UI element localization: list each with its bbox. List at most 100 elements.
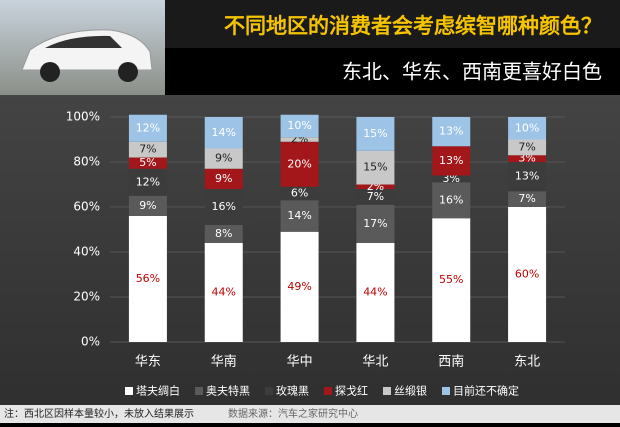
legend-label: 塔夫绸白 xyxy=(136,384,180,398)
x-tick-label: 华南 xyxy=(211,354,237,370)
bar-segment xyxy=(128,168,167,196)
source: 数据来源：汽车之家研究中心 xyxy=(228,407,358,420)
bar-segment xyxy=(356,184,395,189)
data-label: 55% xyxy=(439,273,463,286)
y-tick-label: 40% xyxy=(73,245,100,259)
legend-label: 玫瑰黑 xyxy=(276,384,309,398)
x-tick-label: 华中 xyxy=(287,355,313,370)
data-label: 17% xyxy=(363,217,387,230)
data-label: 10% xyxy=(287,119,311,132)
legend-swatch xyxy=(195,387,203,395)
data-label: 16% xyxy=(439,193,463,206)
note: 注：西北区因样本量较小，未放入结果展示 xyxy=(4,407,194,420)
legend-swatch xyxy=(265,387,273,395)
bar-segment xyxy=(432,117,471,147)
bar-segment xyxy=(204,243,243,342)
data-label: 12% xyxy=(136,121,160,134)
bar-segment xyxy=(128,195,167,216)
x-tick-label: 华北 xyxy=(362,355,388,370)
legend-label: 探戈红 xyxy=(335,385,368,398)
bar-segment xyxy=(508,191,547,207)
x-tick-label: 东北 xyxy=(514,355,540,370)
bar-segment xyxy=(356,150,395,185)
data-label: 20% xyxy=(287,157,311,170)
bar-segment xyxy=(204,189,243,225)
data-label: 13% xyxy=(515,170,539,183)
legend-swatch xyxy=(442,387,450,395)
data-label: 14% xyxy=(287,209,311,222)
bar-segment xyxy=(280,186,319,201)
data-label: 7% xyxy=(139,143,156,156)
bar-segment xyxy=(432,146,471,176)
bar-segment xyxy=(128,114,167,142)
data-label: 15% xyxy=(363,161,387,174)
y-tick-label: 20% xyxy=(73,290,100,304)
data-label: 13% xyxy=(439,125,463,138)
bar-segment xyxy=(280,137,319,142)
title-band xyxy=(165,0,620,48)
data-label: 13% xyxy=(439,154,463,167)
x-tick-label: 华东 xyxy=(135,355,161,370)
data-label: 60% xyxy=(515,268,539,281)
legend-label: 目前还不确定 xyxy=(453,384,519,398)
data-label: 49% xyxy=(287,280,311,293)
bar-segment xyxy=(432,175,471,183)
bar-segment xyxy=(508,207,547,342)
legend-label: 丝缎银 xyxy=(394,384,427,398)
data-label: 15% xyxy=(363,127,387,140)
data-label: 12% xyxy=(136,175,160,188)
data-label: 9% xyxy=(215,152,232,165)
bar-segment xyxy=(128,216,167,342)
legend-label: 奥夫特黑 xyxy=(206,384,250,398)
data-label: 14% xyxy=(212,126,236,139)
data-label: 44% xyxy=(212,286,236,299)
data-label: 7% xyxy=(518,192,535,205)
bar-segment xyxy=(356,243,395,342)
bar-segment xyxy=(508,117,547,140)
legend-swatch xyxy=(125,387,133,395)
data-label: 5% xyxy=(139,156,156,169)
data-label: 6% xyxy=(291,187,308,200)
bar-segment xyxy=(508,139,547,156)
data-label: 44% xyxy=(363,286,387,299)
legend-swatch xyxy=(383,387,391,395)
data-label: 56% xyxy=(136,272,160,285)
bar-segment xyxy=(128,141,167,158)
bar-segment xyxy=(204,225,243,243)
bar-segment xyxy=(356,117,395,151)
data-label: 9% xyxy=(215,172,232,185)
wheel xyxy=(118,62,138,82)
data-label: 7% xyxy=(367,190,384,203)
bar-segment xyxy=(356,204,395,243)
bar-segment xyxy=(432,182,471,219)
data-label: 9% xyxy=(139,199,156,212)
chart-title: 不同地区的消费者会考虑缤智哪种颜色？ xyxy=(224,14,602,38)
data-label: 7% xyxy=(518,140,535,153)
bar-segment xyxy=(204,117,243,149)
bar-segment xyxy=(508,155,547,162)
bar-segment xyxy=(356,189,395,205)
footer xyxy=(0,405,620,423)
car-window xyxy=(45,35,122,48)
bar-segment xyxy=(204,168,243,189)
y-tick-label: 60% xyxy=(73,200,100,214)
legend-swatch xyxy=(324,387,332,395)
data-label: 10% xyxy=(515,121,539,134)
bar-segment xyxy=(128,157,167,169)
data-label: 16% xyxy=(212,200,236,213)
car-body xyxy=(21,29,153,71)
bar-segment xyxy=(280,231,319,342)
bar-segment xyxy=(280,141,319,187)
y-tick-label: 0% xyxy=(81,335,100,349)
chart-subtitle: 东北、华东、西南更喜好白色 xyxy=(342,60,602,84)
y-tick-label: 100% xyxy=(66,110,100,124)
bar-segment xyxy=(432,218,471,342)
y-tick-label: 80% xyxy=(73,155,100,169)
data-label: 8% xyxy=(215,227,232,240)
x-tick-label: 西南 xyxy=(438,354,464,370)
bar-segment xyxy=(204,148,243,169)
wheel xyxy=(40,62,60,82)
bar-segment xyxy=(508,162,547,192)
bar-segment xyxy=(280,200,319,232)
